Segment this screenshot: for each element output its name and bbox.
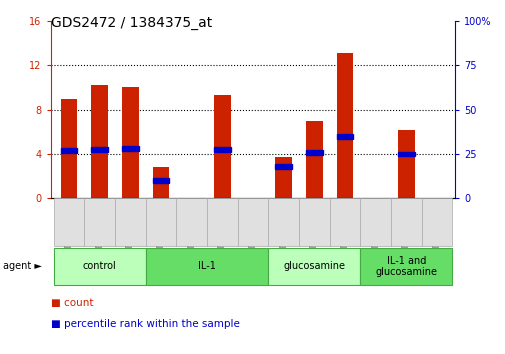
Text: IL-1: IL-1: [197, 261, 216, 272]
Text: ■ count: ■ count: [50, 298, 93, 308]
Bar: [61, 148, 77, 153]
Bar: [275, 164, 291, 169]
Bar: [275, 157, 291, 198]
Bar: [122, 146, 138, 151]
Bar: [91, 85, 108, 198]
Bar: [306, 121, 322, 198]
Text: IL-1 and
glucosamine: IL-1 and glucosamine: [375, 256, 436, 277]
Bar: [153, 178, 169, 183]
Text: agent ►: agent ►: [3, 261, 41, 272]
Text: ■ percentile rank within the sample: ■ percentile rank within the sample: [50, 319, 239, 329]
Bar: [91, 147, 108, 152]
Bar: [214, 95, 230, 198]
Bar: [306, 150, 322, 155]
Bar: [122, 86, 138, 198]
Text: GDS2472 / 1384375_at: GDS2472 / 1384375_at: [50, 16, 212, 30]
Text: control: control: [83, 261, 116, 272]
Text: glucosamine: glucosamine: [283, 261, 344, 272]
Bar: [153, 167, 169, 198]
Bar: [214, 147, 230, 152]
Bar: [336, 53, 352, 198]
Bar: [397, 152, 414, 156]
Bar: [61, 99, 77, 198]
Bar: [336, 134, 352, 139]
Bar: [397, 130, 414, 198]
